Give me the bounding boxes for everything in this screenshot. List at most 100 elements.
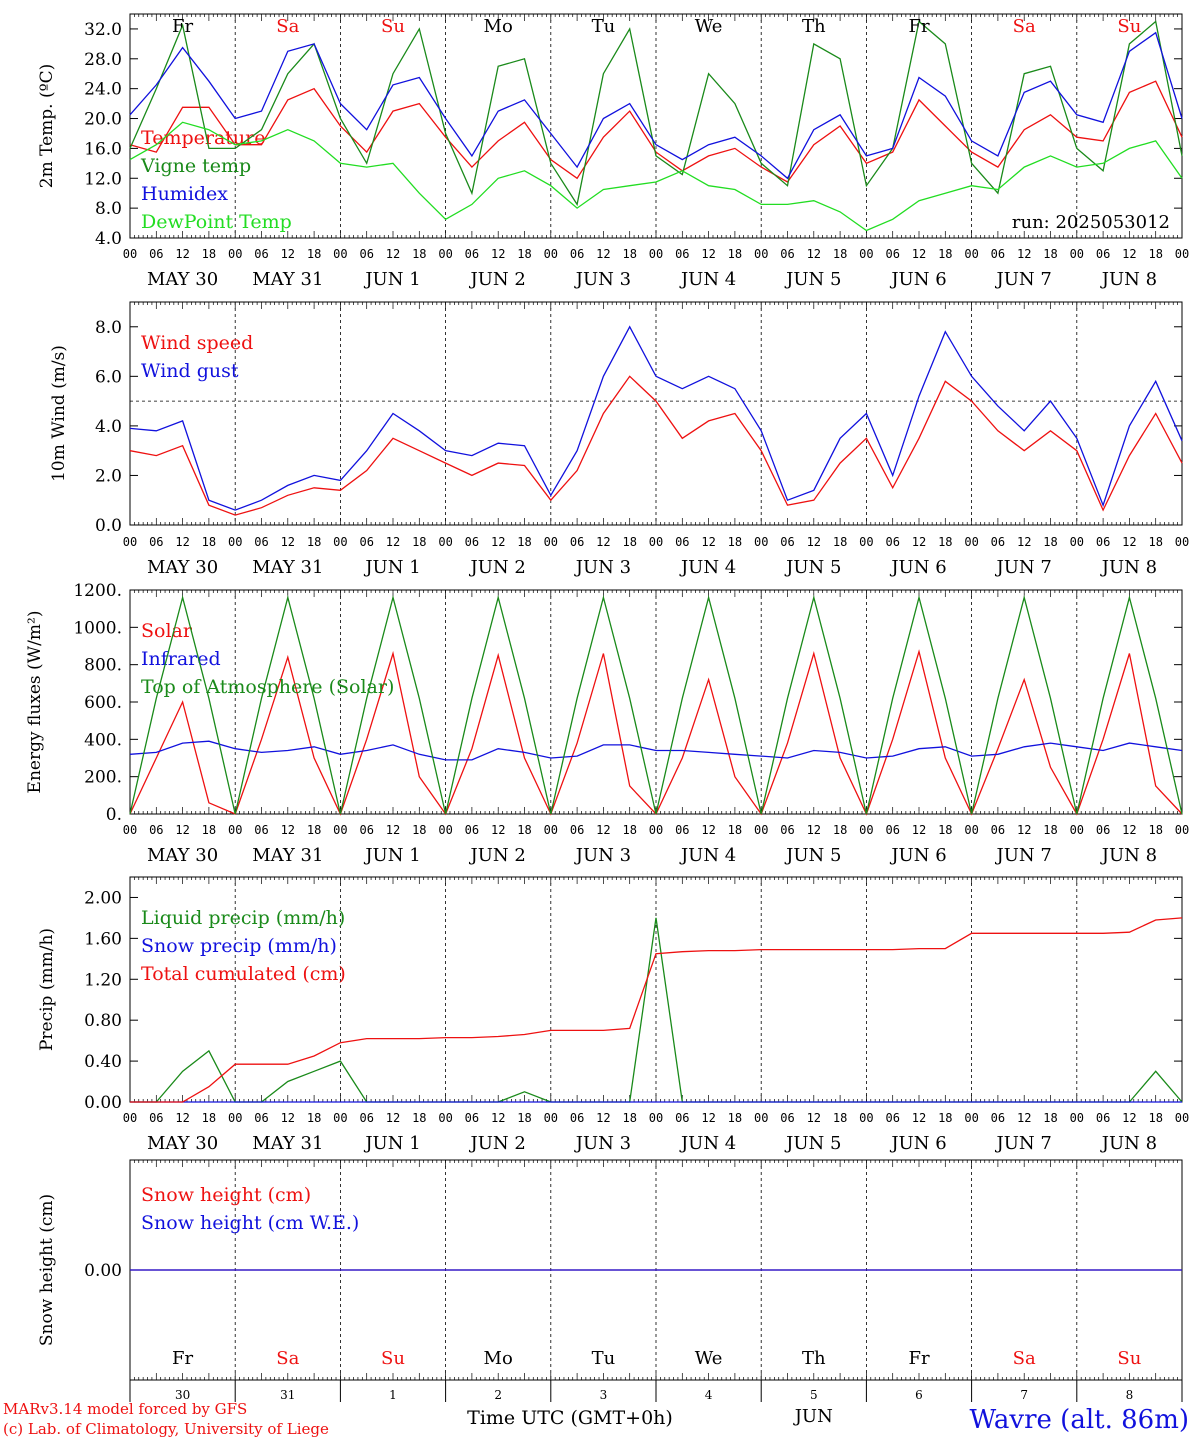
wind-hour-tick-label: 18 — [307, 535, 321, 549]
precip-hour-tick-label: 12 — [596, 1111, 610, 1125]
temperature-y-tick-label: 4.0 — [95, 229, 122, 249]
precip-hour-tick-label: 06 — [570, 1111, 584, 1125]
temperature-hour-tick-label: 12 — [281, 247, 295, 261]
weekday-label-bottom: Tu — [592, 1348, 616, 1369]
wind-y-tick-label: 2.0 — [95, 466, 122, 486]
weekday-label-top: Fr — [908, 16, 929, 37]
precip-hour-tick-label: 18 — [728, 1111, 742, 1125]
wind-hour-tick-label: 00 — [333, 535, 347, 549]
energy-hour-tick-label: 12 — [912, 823, 926, 837]
energy-y-tick-label: 0. — [106, 805, 122, 825]
energy-date-label: JUN 5 — [784, 845, 841, 866]
energy-hour-tick-label: 00 — [123, 823, 137, 837]
energy-hour-tick-label: 06 — [254, 823, 268, 837]
temperature-hour-tick-label: 00 — [1070, 247, 1084, 261]
bottom-day-number: 4 — [705, 1388, 713, 1402]
wind-hour-tick-label: 12 — [1017, 535, 1031, 549]
bottom-day-number: 2 — [494, 1388, 502, 1402]
precip-date-label: JUN 5 — [784, 1133, 841, 1154]
energy-hour-tick-label: 12 — [1017, 823, 1031, 837]
temperature-legend-entry: Vigne temp — [140, 155, 251, 177]
weekday-label-bottom: Fr — [908, 1348, 929, 1369]
precip-legend-entry: Snow precip (mm/h) — [141, 935, 337, 957]
footer-station: Wavre (alt. 86m) — [969, 1405, 1189, 1435]
energy-legend-entry: Solar — [141, 620, 193, 642]
temperature-hour-tick-label: 00 — [438, 247, 452, 261]
energy-hour-tick-label: 00 — [1070, 823, 1084, 837]
temperature-series-line — [129, 20, 1183, 207]
energy-hour-tick-label: 06 — [149, 823, 163, 837]
temperature-hour-tick-label: 06 — [149, 247, 163, 261]
precip-hour-tick-label: 18 — [833, 1111, 847, 1125]
temperature-hour-tick-label: 00 — [754, 247, 768, 261]
energy-hour-tick-label: 00 — [333, 823, 347, 837]
precip-hour-tick-label: 12 — [491, 1111, 505, 1125]
precip-hour-tick-label: 18 — [1148, 1111, 1162, 1125]
precip-hour-tick-label: 06 — [149, 1111, 163, 1125]
precip-date-label: JUN 8 — [1100, 1133, 1157, 1154]
temperature-y-tick-label: 12.0 — [84, 169, 122, 189]
snow-legend-entry: Snow height (cm) — [141, 1184, 311, 1206]
temperature-hour-tick-label: 00 — [649, 247, 663, 261]
wind-date-label: JUN 8 — [1100, 557, 1157, 578]
temperature-date-label: MAY 31 — [252, 269, 323, 290]
precip-hour-tick-label: 18 — [307, 1111, 321, 1125]
energy-hour-tick-label: 00 — [964, 823, 978, 837]
weekday-label-top: Su — [1117, 16, 1141, 37]
precip-y-tick-label: 1.20 — [84, 970, 122, 990]
wind-y-tick-label: 8.0 — [95, 318, 122, 338]
energy-hour-tick-label: 18 — [1148, 823, 1162, 837]
energy-date-label: JUN 3 — [574, 845, 631, 866]
energy-date-label: JUN 4 — [679, 845, 736, 866]
wind-hour-tick-label: 06 — [991, 535, 1005, 549]
temperature-hour-tick-label: 00 — [123, 247, 137, 261]
temperature-y-tick-label: 28.0 — [84, 50, 122, 70]
wind-y-tick-label: 6.0 — [95, 367, 122, 387]
temperature-legend-entry: DewPoint Temp — [141, 211, 292, 233]
precip-legend-entry: Total cumulated (cm) — [141, 963, 346, 985]
temperature-date-label: JUN 8 — [1100, 269, 1157, 290]
temperature-y-axis-label: 2m Temp. (ºC) — [37, 64, 57, 189]
energy-legend-entry: Top of Atmosphere (Solar) — [141, 676, 394, 698]
precip-hour-tick-label: 06 — [780, 1111, 794, 1125]
wind-frame — [129, 301, 1183, 526]
temperature-date-label: JUN 6 — [889, 269, 946, 290]
temperature-hour-tick-label: 06 — [675, 247, 689, 261]
weekday-label-bottom: Su — [1117, 1348, 1141, 1369]
wind-hour-tick-label: 12 — [281, 535, 295, 549]
temperature-hour-tick-label: 00 — [859, 247, 873, 261]
precip-hour-tick-label: 00 — [1070, 1111, 1084, 1125]
temperature-hour-tick-label: 06 — [359, 247, 373, 261]
precip-hour-tick-label: 00 — [123, 1111, 137, 1125]
wind-hour-tick-label: 00 — [544, 535, 558, 549]
energy-hour-tick-label: 12 — [807, 823, 821, 837]
temperature-hour-tick-label: 18 — [938, 247, 952, 261]
temperature-hour-tick-label: 06 — [254, 247, 268, 261]
footer-copyright: (c) Lab. of Climatology, University of L… — [3, 1420, 329, 1438]
wind-legend-entry: Wind speed — [141, 332, 253, 354]
energy-date-label: JUN 1 — [363, 845, 420, 866]
energy-hour-tick-label: 06 — [359, 823, 373, 837]
wind-hour-tick-label: 18 — [938, 535, 952, 549]
precip-y-tick-label: 0.00 — [84, 1093, 122, 1113]
weekday-label-bottom: We — [695, 1348, 723, 1369]
bottom-day-number: 3 — [600, 1388, 608, 1402]
temperature-hour-tick-label: 12 — [386, 247, 400, 261]
temperature-hour-tick-label: 12 — [491, 247, 505, 261]
energy-legend-entry: Infrared — [141, 648, 221, 670]
temperature-hour-tick-label: 18 — [517, 247, 531, 261]
temperature-date-label: JUN 3 — [574, 269, 631, 290]
snow-y-axis-label: Snow height (cm) — [37, 1194, 57, 1346]
wind-hour-tick-label: 00 — [1175, 535, 1189, 549]
energy-y-tick-label: 600. — [84, 693, 122, 713]
wind-hour-tick-label: 00 — [859, 535, 873, 549]
precip-date-label: JUN 2 — [469, 1133, 526, 1154]
wind-hour-tick-label: 12 — [491, 535, 505, 549]
precip-hour-tick-label: 06 — [465, 1111, 479, 1125]
energy-hour-tick-label: 06 — [1096, 823, 1110, 837]
temperature-hour-tick-label: 12 — [807, 247, 821, 261]
energy-hour-tick-label: 18 — [938, 823, 952, 837]
wind-hour-tick-label: 18 — [1043, 535, 1057, 549]
temperature-hour-tick-label: 18 — [833, 247, 847, 261]
wind-hour-tick-label: 18 — [833, 535, 847, 549]
